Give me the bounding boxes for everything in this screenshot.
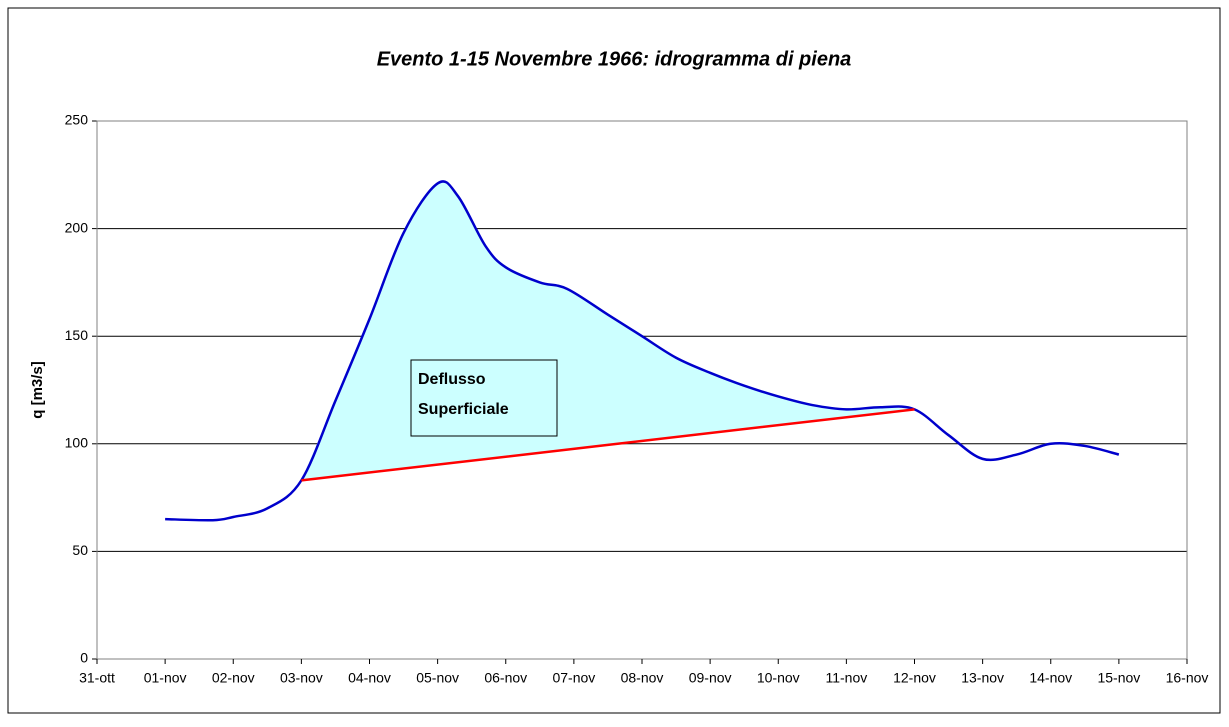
x-tick-label: 11-nov <box>825 670 867 686</box>
x-tick-label: 06-nov <box>484 670 527 686</box>
y-tick-label: 50 <box>72 542 88 558</box>
x-tick-label: 04-nov <box>348 670 391 686</box>
x-tick-label: 12-nov <box>893 670 936 686</box>
x-tick-label: 07-nov <box>552 670 595 686</box>
annotation-text: Superficiale <box>418 401 509 418</box>
series-line <box>165 180 1120 522</box>
fill-area <box>301 181 915 481</box>
x-tick-label: 03-nov <box>280 670 323 686</box>
x-tick-label: 31-ott <box>79 670 115 686</box>
x-tick-label: 14-nov <box>1029 670 1072 686</box>
y-tick-label: 100 <box>65 435 89 451</box>
y-tick-label: 150 <box>65 327 89 343</box>
x-tick-label: 13-nov <box>961 670 1004 686</box>
annotation-box <box>410 359 558 437</box>
series-line <box>301 408 915 482</box>
x-tick-label: 05-nov <box>416 670 459 686</box>
x-tick-label: 01-nov <box>144 670 187 686</box>
y-tick-label: 200 <box>65 219 89 235</box>
chart-title: Evento 1-15 Novembre 1966: idrogramma di… <box>377 48 852 70</box>
x-tick-label: 08-nov <box>621 670 664 686</box>
y-axis-label: q [m3/s] <box>29 361 46 419</box>
x-tick-label: 10-nov <box>757 670 800 686</box>
x-tick-label: 02-nov <box>212 670 255 686</box>
y-tick-label: 250 <box>65 112 89 128</box>
y-tick-label: 0 <box>80 650 88 666</box>
x-tick-label: 09-nov <box>689 670 732 686</box>
x-tick-label: 15-nov <box>1097 670 1140 686</box>
annotation-text: Deflusso <box>418 371 486 388</box>
x-tick-label: 16-nov <box>1166 670 1209 686</box>
